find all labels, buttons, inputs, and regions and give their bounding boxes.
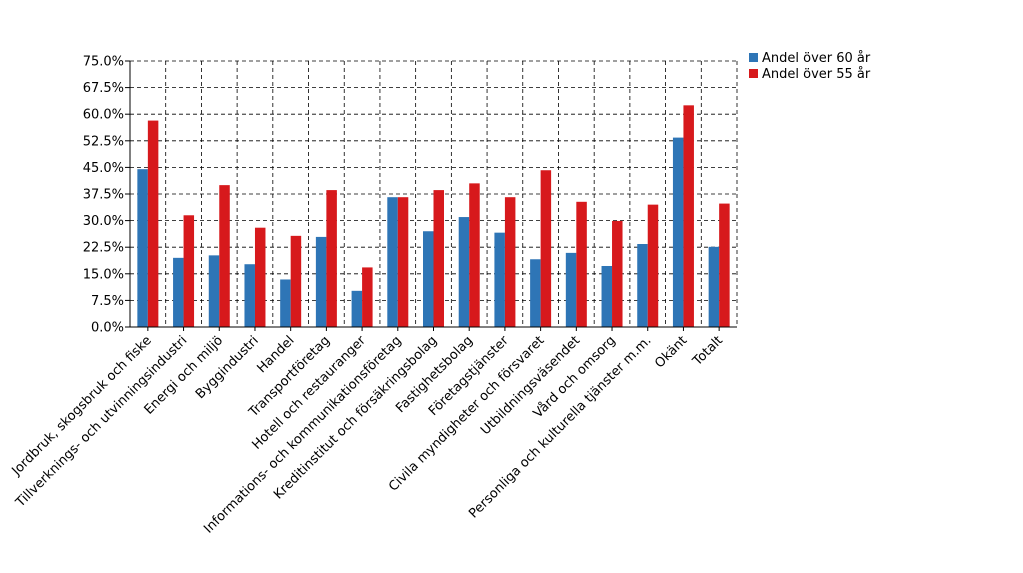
axes	[125, 60, 737, 331]
y-tick-label: 45.0%	[83, 161, 124, 176]
bar-series-2	[397, 197, 409, 327]
y-tick-label: 75.0%	[83, 55, 124, 70]
y-tick-label: 37.5%	[83, 188, 124, 203]
bar-series-2	[719, 203, 730, 327]
bar-series-2	[612, 220, 623, 327]
bar-series-2	[362, 267, 373, 327]
y-tick-label: 67.5%	[83, 81, 124, 96]
bar-series-2	[647, 204, 659, 327]
y-tick-label: 52.5%	[83, 134, 124, 149]
legend-label-series-1: Andel över 60 år	[762, 51, 871, 66]
bar-series-1	[244, 264, 255, 327]
bar-series-1	[173, 257, 184, 327]
bars	[137, 105, 730, 327]
x-category-label: Okänt	[652, 333, 690, 371]
bar-series-2	[219, 185, 230, 327]
y-tick-label: 60.0%	[83, 108, 124, 123]
bar-series-2	[469, 183, 480, 327]
legend-label-series-2: Andel över 55 år	[762, 67, 871, 82]
bar-series-2	[326, 190, 337, 327]
y-tick-label: 30.0%	[83, 214, 124, 229]
bar-series-2	[683, 105, 694, 327]
bar-series-2	[433, 190, 444, 327]
legend-swatch-series-2	[749, 69, 758, 78]
bar-series-1	[672, 137, 684, 327]
bar-series-1	[315, 236, 327, 327]
bar-series-1	[423, 231, 434, 327]
bar-series-1	[601, 265, 613, 327]
x-category-label: Jordbruk, skogsbruk och fiske	[9, 333, 155, 479]
bar-series-1	[637, 244, 648, 327]
bar-series-2	[504, 197, 516, 327]
legend: Andel över 60 år Andel över 55 år	[749, 51, 871, 82]
x-tick-labels: Jordbruk, skogsbruk och fiskeTillverknin…	[9, 333, 726, 537]
bar-series-1	[137, 169, 148, 327]
bar-series-1	[530, 259, 541, 327]
bar-series-1	[351, 290, 363, 327]
x-category-label: Totalt	[690, 333, 726, 369]
bar-series-1	[565, 252, 577, 327]
bar-series-1	[280, 279, 291, 327]
bar-series-2	[290, 235, 302, 327]
bar-series-1	[494, 232, 505, 327]
bar-series-2	[183, 215, 195, 327]
y-tick-label: 0.0%	[91, 321, 124, 336]
bar-series-1	[208, 255, 220, 327]
y-tick-label: 22.5%	[83, 241, 124, 256]
bar-series-1	[387, 197, 398, 327]
y-tick-label: 15.0%	[83, 267, 124, 282]
bar-series-2	[540, 170, 552, 327]
legend-swatch-series-1	[749, 53, 758, 62]
bar-series-1	[708, 246, 720, 327]
x-category-label: Tillverknings- och utvinningsindustri	[13, 333, 191, 511]
bar-series-2	[147, 120, 159, 327]
bar-series-1	[458, 217, 470, 327]
x-category-label: Byggindustri	[193, 333, 262, 402]
bar-series-2	[576, 201, 587, 327]
y-tick-labels: 0.0% 7.5% 15.0% 22.5% 30.0% 37.5% 45.0% 52.5% 60…	[83, 55, 124, 336]
bar-series-2	[254, 227, 266, 327]
y-tick-label: 7.5%	[91, 294, 124, 309]
